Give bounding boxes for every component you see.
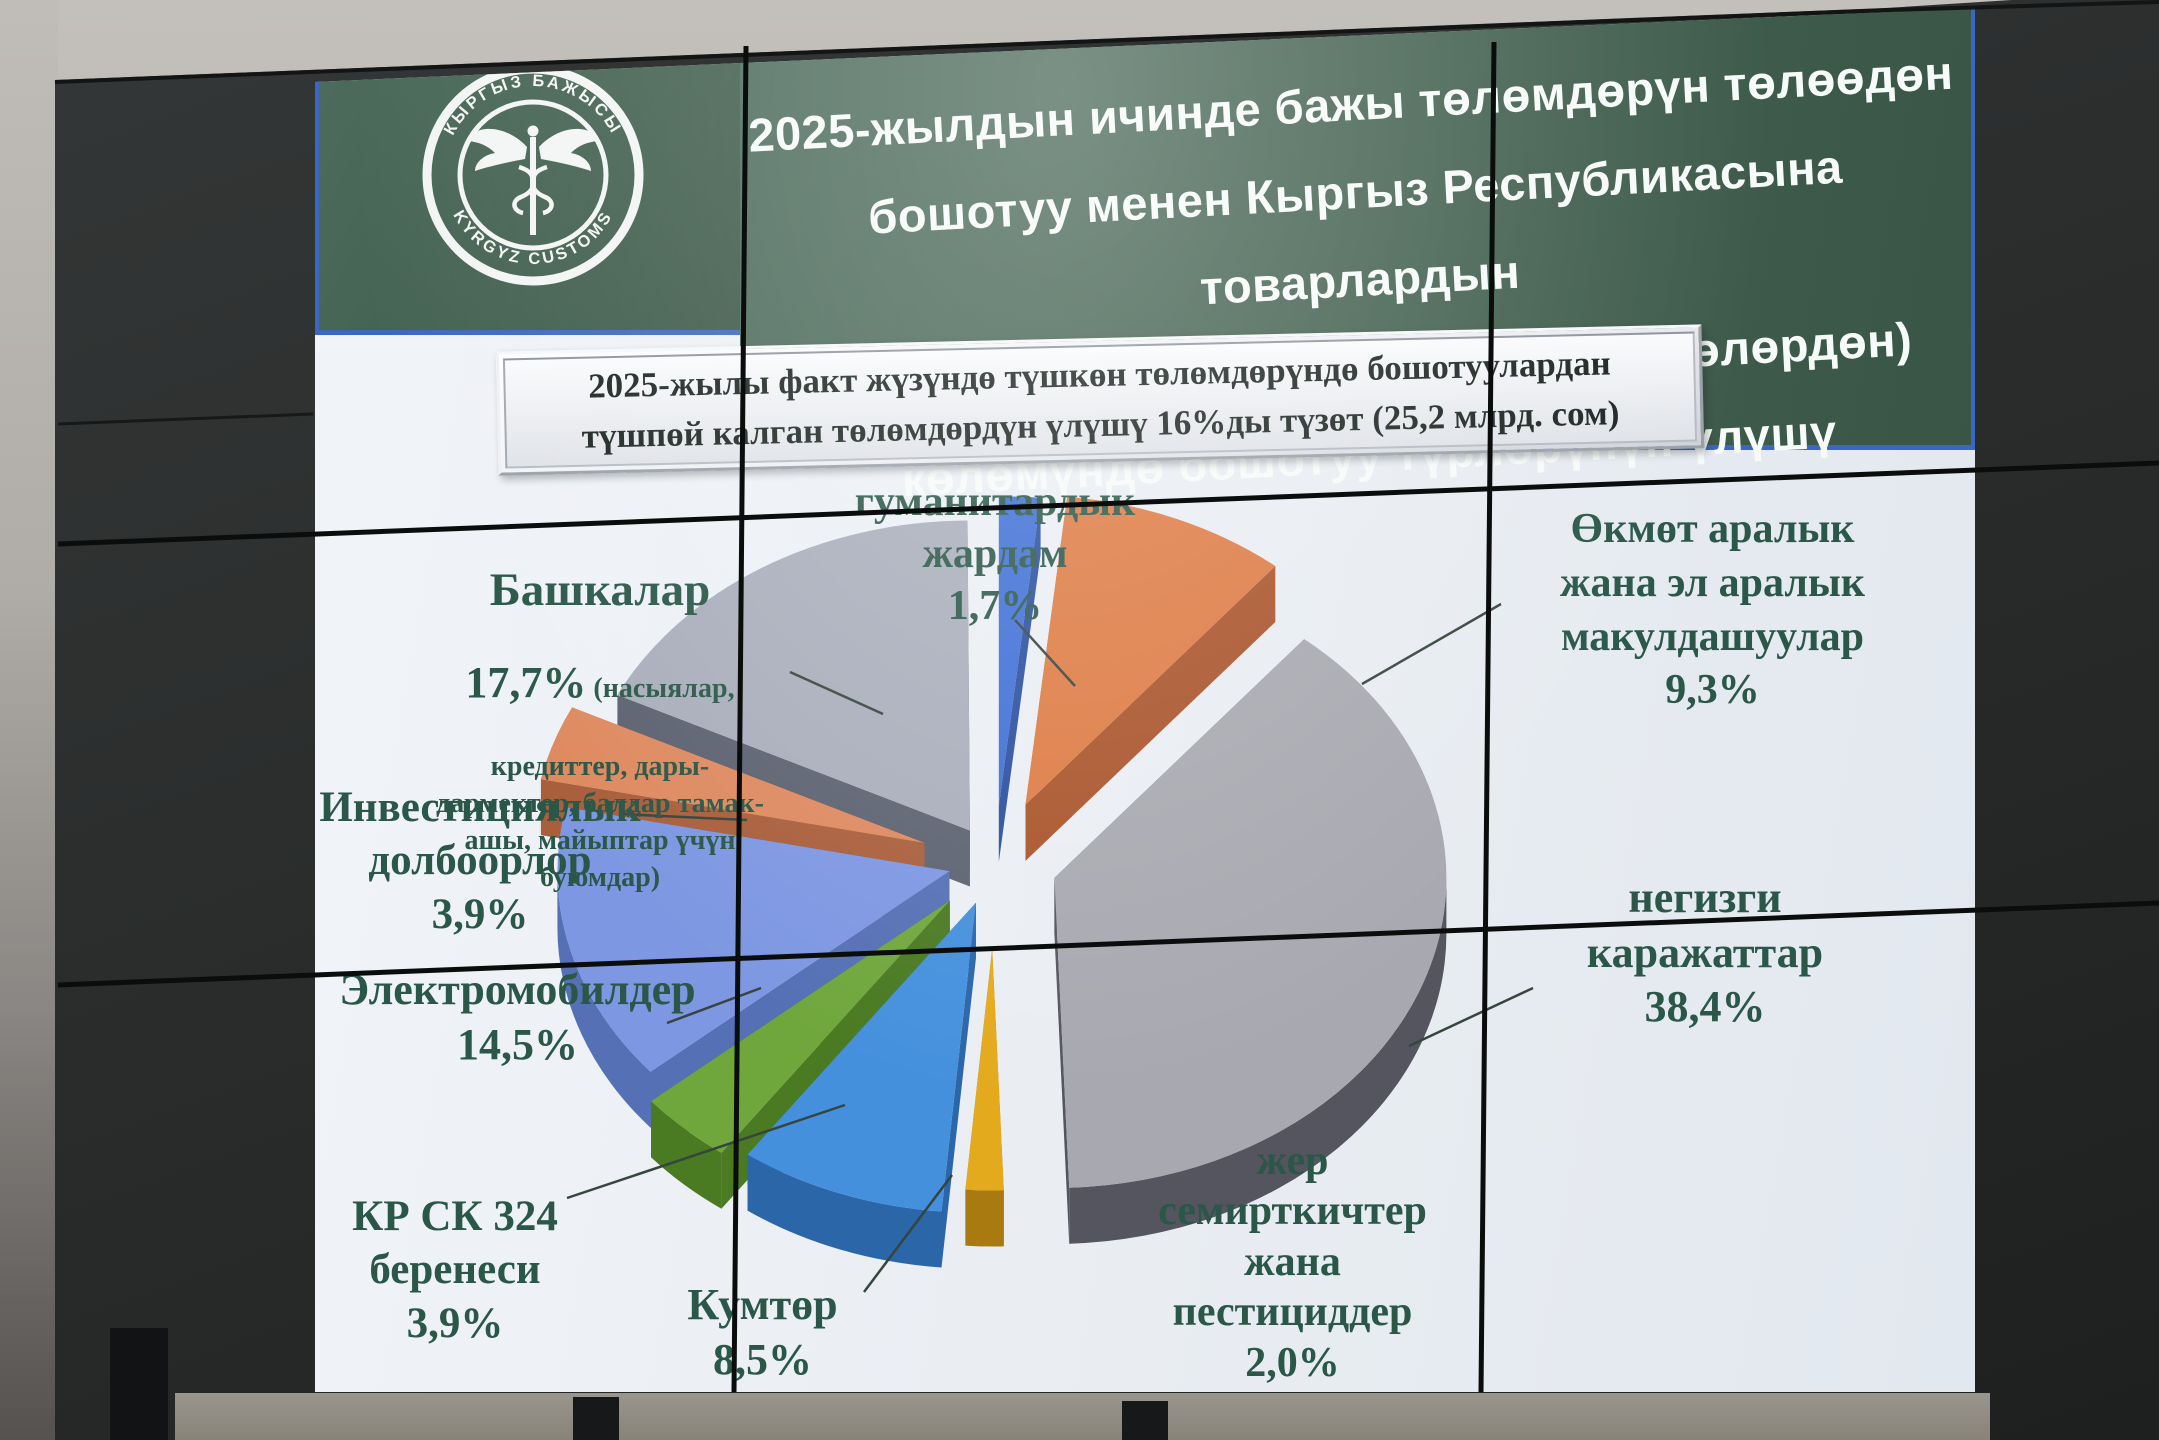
label-electric-vehicles: Электромобилдер 14,5% [339,965,696,1069]
label-bashkalar-pct: 17,7% [465,657,587,707]
label-bashkalar-note: кредиттер, дары- дармектер, балдар тамак… [436,750,764,893]
stand-leg-middle [573,1397,619,1440]
label-bashkalar-note-first: (насыялар, [593,672,735,704]
presentation-slide: КЫРГЫЗ БАЖЫСЫ KYRGYZ CUSTOMS 2025-жылдын… [315,8,1975,1392]
room-wall-left [0,0,58,1440]
label-investment-projects: Инвестициялык долбоорлор 3,9% [319,784,641,938]
label-tax-code-article: КР СК 324 беренеси 3,9% [352,1193,558,1347]
floor-strip [175,1393,1990,1440]
label-bashkalar-title: Башкалар [489,563,711,616]
label-fixed-assets: негизги каражаттар 38,4% [1586,873,1824,1032]
leader-line-negizgi [1408,986,1534,1048]
leader-line-okmot [1361,602,1502,686]
label-bashkalar-pct-line: 17,7% (насыялар, [385,654,815,712]
logo-inner-ring [457,99,609,251]
stand-leg-right [1122,1401,1168,1440]
slide-accent-edge-right [1971,8,1975,450]
label-humanitarian: гуманитардык жардам 1,7% [854,479,1136,630]
slide-accent-edge-left [315,8,319,335]
label-intergovernmental: Өкмөт аралык жана эл аралык макулдашуула… [1560,506,1865,714]
label-bashkalar: Башкалар 17,7% (насыялар, кредиттер, дар… [385,526,815,934]
pie-slice-humanitarian: гуманитардык жардам 1,7% [998,496,1041,863]
label-kumtor: Кумтөр 8,5% [687,1280,838,1384]
leader-line-bashkalar [789,670,884,716]
label-fertilizers-pesticides: жер семирткичтер жана пестициддер 2,0% [1158,1138,1427,1386]
leader-lines [566,602,1534,1293]
stand-leg-left [110,1328,168,1440]
caduceus-icon [467,125,599,235]
leader-line-invest [619,812,748,822]
leader-line-humanitarian [1014,619,1076,687]
leader-line-kumtor [863,1174,953,1293]
pie-slice-jer: жер семирткичтер жана пестициддер 2,0% [965,948,1004,1247]
pie-slice-okmot: Өкмөт аралык жана эл аралык макулдашуула… [1025,496,1276,861]
leader-line-krsk [566,1103,846,1200]
